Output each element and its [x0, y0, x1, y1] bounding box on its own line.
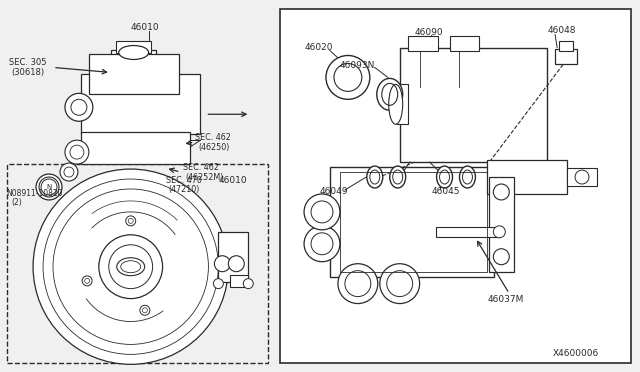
Circle shape: [304, 226, 340, 262]
Circle shape: [41, 179, 57, 195]
Ellipse shape: [116, 258, 145, 276]
Circle shape: [82, 276, 92, 286]
Circle shape: [326, 55, 370, 99]
Text: 46037M: 46037M: [488, 295, 524, 304]
Circle shape: [65, 93, 93, 121]
Bar: [116, 41, 150, 52]
Bar: [340, 172, 488, 272]
Text: 46010: 46010: [218, 176, 247, 185]
Circle shape: [36, 174, 62, 200]
Bar: [81, 132, 191, 164]
Text: N: N: [46, 184, 52, 190]
Circle shape: [33, 169, 228, 364]
Circle shape: [125, 216, 136, 226]
Bar: [408, 36, 438, 51]
Circle shape: [213, 279, 223, 289]
Circle shape: [243, 279, 253, 289]
Text: SEC. 470: SEC. 470: [166, 176, 202, 185]
Bar: [330, 167, 494, 277]
Ellipse shape: [119, 45, 148, 60]
Text: (30618): (30618): [11, 68, 44, 77]
Text: (46252M): (46252M): [186, 173, 224, 182]
Bar: [396, 84, 408, 124]
Circle shape: [140, 305, 150, 315]
Text: 46049: 46049: [320, 187, 349, 196]
Text: 46093N: 46093N: [340, 61, 375, 70]
Bar: [230, 275, 248, 286]
Circle shape: [380, 264, 420, 304]
Bar: [111, 49, 156, 77]
Bar: [559, 41, 573, 51]
Bar: [218, 232, 248, 282]
Text: 46010: 46010: [131, 23, 159, 32]
Text: N08911-10820: N08911-10820: [6, 189, 63, 199]
Circle shape: [64, 167, 74, 177]
Circle shape: [575, 170, 589, 184]
Circle shape: [493, 226, 506, 238]
Text: SEC. 462: SEC. 462: [182, 163, 218, 171]
Ellipse shape: [390, 166, 406, 188]
Ellipse shape: [460, 166, 476, 188]
Circle shape: [70, 145, 84, 159]
Text: SEC. 462: SEC. 462: [195, 133, 231, 142]
Bar: [449, 36, 479, 51]
Circle shape: [214, 256, 230, 272]
Text: (47210): (47210): [168, 186, 200, 195]
Bar: [490, 177, 515, 272]
Text: (46250): (46250): [198, 142, 230, 152]
Text: (2): (2): [11, 198, 22, 208]
Text: 46045: 46045: [431, 187, 460, 196]
Text: 46090: 46090: [415, 28, 444, 37]
Circle shape: [228, 256, 244, 272]
Text: X4600006: X4600006: [553, 349, 599, 358]
Ellipse shape: [377, 78, 403, 110]
Bar: [81, 74, 200, 134]
Bar: [436, 227, 500, 237]
Bar: [280, 9, 631, 363]
Circle shape: [71, 99, 87, 115]
Bar: [555, 48, 577, 64]
Bar: [488, 160, 567, 194]
Bar: [567, 168, 597, 186]
Circle shape: [99, 235, 163, 299]
Text: 46020: 46020: [305, 43, 333, 52]
Bar: [7, 164, 268, 363]
Ellipse shape: [388, 84, 403, 124]
Circle shape: [304, 194, 340, 230]
Bar: [400, 48, 547, 162]
Ellipse shape: [367, 166, 383, 188]
Ellipse shape: [436, 166, 452, 188]
Text: 46048: 46048: [547, 26, 575, 35]
Circle shape: [338, 264, 378, 304]
Bar: [89, 54, 179, 94]
Circle shape: [65, 140, 89, 164]
Circle shape: [60, 163, 78, 181]
Text: SEC. 305: SEC. 305: [9, 58, 47, 67]
